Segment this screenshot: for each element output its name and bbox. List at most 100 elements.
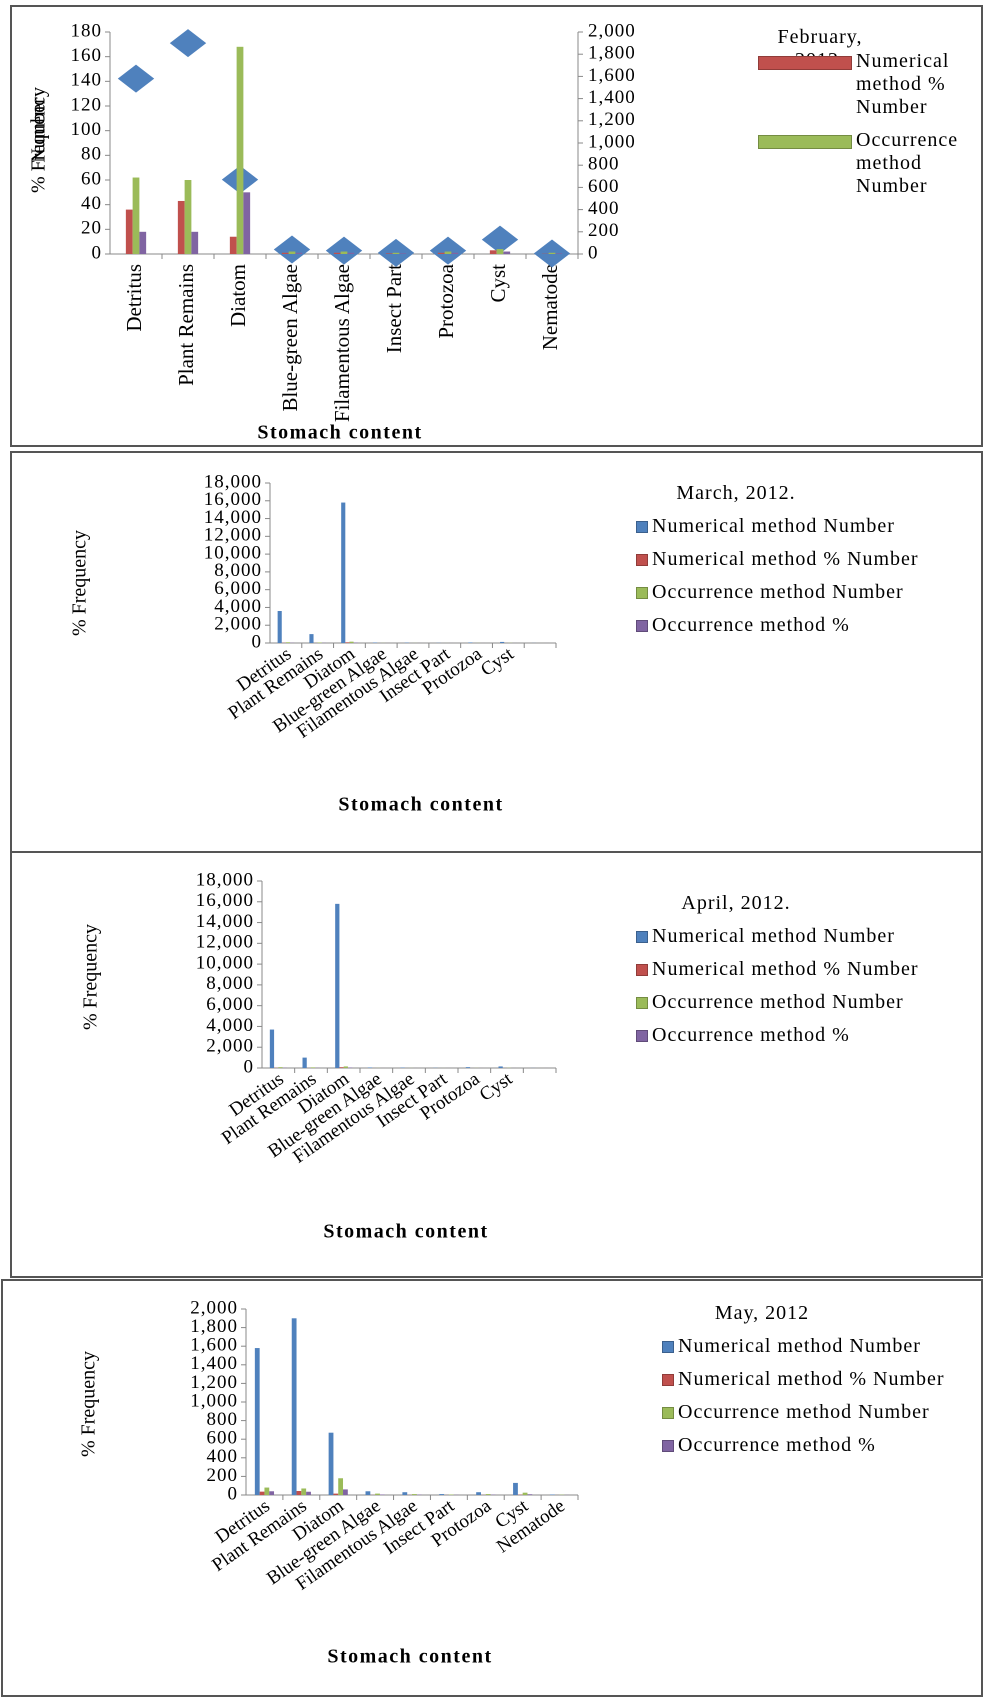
y2-tick-label: 2,000 xyxy=(588,20,636,41)
legend-swatch xyxy=(662,1407,674,1419)
y2-tick-label: 200 xyxy=(588,220,620,241)
y2-tick-label: 1,200 xyxy=(588,109,636,130)
legend-label: Occurrence method % xyxy=(652,1024,850,1046)
data-point xyxy=(117,64,155,93)
legend-item: Numerical method % Number xyxy=(636,548,966,571)
legend-item: Occurrence method Number xyxy=(758,129,958,198)
legend-swatch xyxy=(636,1030,648,1042)
panel xyxy=(1,1279,983,1697)
y2-tick-label: 600 xyxy=(588,176,620,197)
bar xyxy=(288,251,296,254)
y-axis-label: % Frequency xyxy=(69,530,91,636)
bar xyxy=(317,642,322,643)
bar xyxy=(296,1491,302,1495)
y-tick-label: 14,000 xyxy=(204,507,262,528)
legend-swatch xyxy=(758,56,852,70)
x-tick-label: Insect Part xyxy=(382,264,406,353)
legend-item: Occurrence method Number xyxy=(636,581,966,604)
bar xyxy=(365,1491,371,1495)
y-tick-label: 6,000 xyxy=(206,994,254,1015)
bar xyxy=(259,1491,265,1495)
legend-item: Occurrence method % xyxy=(662,1434,962,1457)
bar xyxy=(269,1029,275,1068)
bar xyxy=(295,252,303,254)
legend-item: Numerical method % Number xyxy=(636,958,966,981)
bar xyxy=(291,1318,297,1495)
panel xyxy=(10,5,983,447)
bar xyxy=(328,1432,334,1495)
bar xyxy=(302,1057,307,1068)
bar xyxy=(399,253,407,254)
y-tick-label: 8,000 xyxy=(214,560,262,581)
y2-tick-label: 1,600 xyxy=(588,65,636,86)
bar xyxy=(301,1488,307,1495)
bar xyxy=(333,252,341,254)
y-tick-label: 1,800 xyxy=(190,1316,238,1337)
bar xyxy=(489,250,497,254)
bar xyxy=(236,46,244,254)
bar xyxy=(476,1492,481,1495)
y-tick-label: 2,000 xyxy=(206,1036,254,1057)
bar xyxy=(340,251,348,254)
y-tick-label: 16,000 xyxy=(204,489,262,510)
bar xyxy=(437,252,445,254)
y-tick-label: 1,000 xyxy=(190,1390,238,1411)
x-tick-label: Plant Remains xyxy=(174,264,198,386)
y-tick-label: 1,400 xyxy=(190,1353,238,1374)
legend-item: Occurrence method Number xyxy=(662,1401,962,1424)
bar xyxy=(349,641,354,643)
legend-item: Numerical method Number xyxy=(636,925,966,948)
y-tick-label: 8,000 xyxy=(206,973,254,994)
bar xyxy=(402,1492,408,1495)
bar xyxy=(375,1493,380,1495)
bar xyxy=(485,1494,491,1495)
bar xyxy=(269,1491,275,1495)
y-tick-label: 140 xyxy=(71,70,103,91)
x-tick-label: Cyst xyxy=(486,264,510,303)
bar xyxy=(522,1492,528,1495)
legend-item: Occurrence method Number xyxy=(636,991,966,1014)
data-point xyxy=(169,29,207,58)
bar xyxy=(335,903,340,1068)
legend-label: Occurrence method Number xyxy=(856,129,959,197)
bar xyxy=(412,1494,417,1495)
y-tick-label: 0 xyxy=(92,242,103,263)
bar xyxy=(555,253,563,254)
x-axis-label: Stomach content xyxy=(257,422,422,444)
y2-tick-label: 400 xyxy=(588,198,620,219)
legend-label: Occurrence method Number xyxy=(652,581,904,603)
bar xyxy=(444,251,452,254)
legend-label: Numerical method Number xyxy=(652,925,895,947)
bar xyxy=(333,1493,339,1495)
bar xyxy=(498,1066,503,1068)
y-tick-label: 0 xyxy=(244,1056,255,1077)
y-tick-label: 18,000 xyxy=(196,869,254,890)
legend-item: Occurrence method % xyxy=(636,614,966,637)
bar xyxy=(513,1482,518,1495)
legend-swatch xyxy=(636,620,648,632)
bar xyxy=(309,634,314,643)
legend-label: Occurrence method Number xyxy=(678,1401,930,1423)
bar xyxy=(306,1491,311,1495)
legend-title: March, 2012. xyxy=(676,482,796,504)
legend-label: Numerical method % Number xyxy=(856,50,950,118)
x-tick-label: Detritus xyxy=(122,264,146,332)
bar xyxy=(451,252,459,254)
x-axis-label: Stomach content xyxy=(338,794,503,816)
legend-item: Numerical method Number xyxy=(636,515,966,538)
legend-label: Occurrence method % xyxy=(678,1434,876,1456)
legend-title: April, 2012. xyxy=(681,892,791,914)
y2-axis-label: Number xyxy=(28,97,50,163)
legend-swatch xyxy=(636,554,648,566)
y-tick-label: 600 xyxy=(207,1428,239,1449)
y2-tick-label: 1,800 xyxy=(588,43,636,64)
bar xyxy=(277,611,282,643)
bar xyxy=(347,252,355,254)
bar xyxy=(343,1066,348,1068)
legend-swatch xyxy=(758,135,852,149)
legend-label: Numerical method Number xyxy=(678,1335,921,1357)
y-tick-label: 12,000 xyxy=(196,932,254,953)
bar xyxy=(139,231,147,254)
y-tick-label: 180 xyxy=(71,20,103,41)
